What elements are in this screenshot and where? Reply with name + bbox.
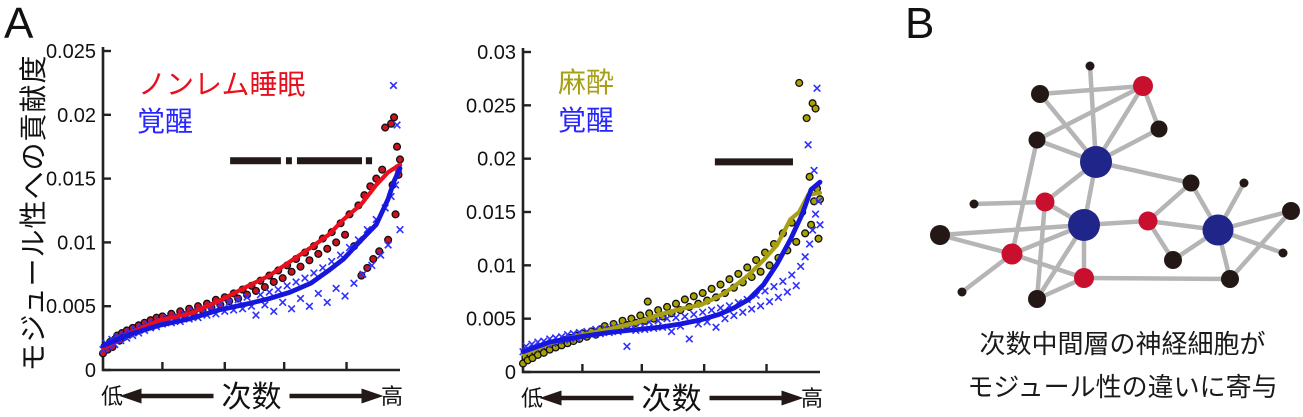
svg-text:0: 0 [85,360,96,382]
svg-text:低: 低 [521,386,543,411]
network-caption-line1: 次数中間層の神経細胞が [979,329,1266,359]
legend-wake-left: 覚醒 [137,106,194,137]
svg-text:高: 高 [801,386,823,411]
svg-text:0.015: 0.015 [466,202,516,224]
panel-b-label: B [905,0,935,48]
anesthesia-vs-wake-plot: 0 0.005 0.01 0.015 0.02 0.025 0.03 低 次数 高 [466,42,825,416]
svg-text:0.025: 0.025 [466,95,516,117]
panel-a-label: A [4,0,34,48]
network-caption-line2: モジュール性の違いに寄与 [967,372,1278,402]
legend-nrem: ノンレム睡眠 [138,69,306,100]
svg-text:0.005: 0.005 [46,296,96,318]
svg-text:0.005: 0.005 [466,309,516,331]
nrem-vs-wake-plot: 0 0.005 0.01 0.015 0.02 0.025 低 次数 高 [46,41,405,414]
svg-text:0.02: 0.02 [57,105,96,127]
legend-anesthesia: 麻酔 [558,67,615,98]
network-diagram [930,61,1300,308]
svg-text:次数: 次数 [222,381,282,414]
svg-text:0: 0 [505,362,516,384]
svg-text:0.03: 0.03 [477,42,516,64]
svg-text:0.01: 0.01 [477,255,516,277]
svg-text:次数: 次数 [642,383,702,416]
svg-text:高: 高 [381,384,403,409]
legend-wake-right: 覚醒 [558,105,615,136]
svg-text:低: 低 [101,384,123,409]
svg-text:0.01: 0.01 [57,232,96,254]
svg-text:0.02: 0.02 [477,149,516,171]
svg-text:0.015: 0.015 [46,169,96,191]
svg-text:0.025: 0.025 [46,41,96,63]
